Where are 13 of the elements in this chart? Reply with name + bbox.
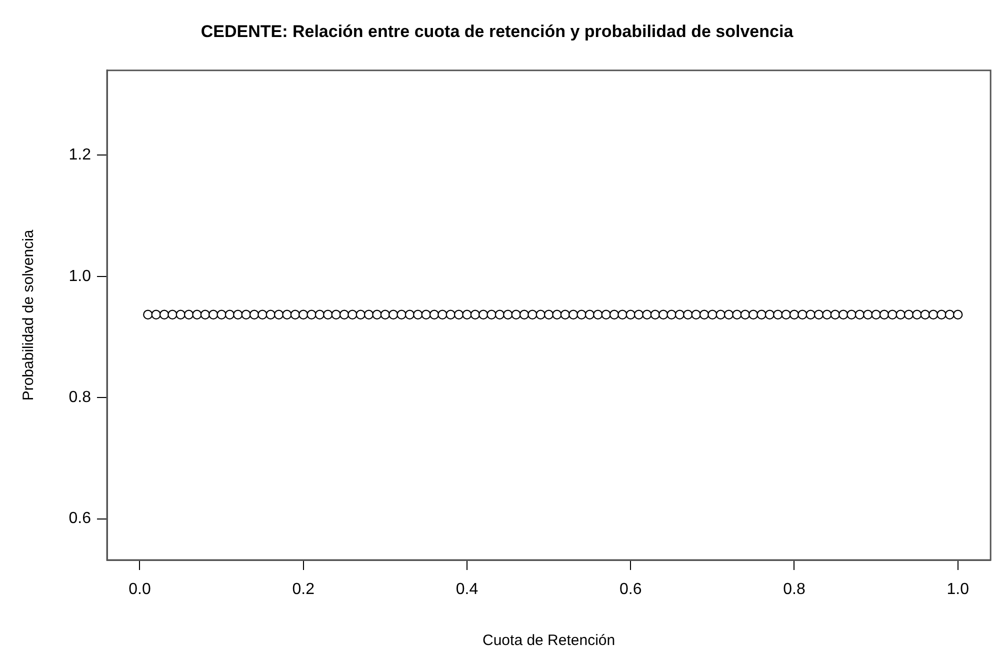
x-tick-label: 0.0: [128, 581, 151, 598]
y-tick-label: 1.2: [68, 146, 92, 164]
x-tick-label: 1.0: [946, 581, 970, 598]
x-tick-label: 0.6: [619, 581, 642, 598]
y-tick-label: 0.8: [68, 389, 92, 406]
y-tick-label: 1.0: [68, 268, 92, 285]
x-tick-label: 0.2: [292, 581, 315, 598]
chart-title: CEDENTE: Relación entre cuota de retención y probabilidad de solvencia: [200, 22, 794, 41]
x-axis-title: Cuota de Retención: [482, 632, 616, 650]
y-axis-title: Probabilidad de solvencia: [20, 229, 38, 401]
x-tick-label: 0.8: [783, 581, 806, 598]
x-tick-label: 0.4: [456, 581, 478, 598]
y-tick-label: 0.6: [68, 510, 92, 528]
